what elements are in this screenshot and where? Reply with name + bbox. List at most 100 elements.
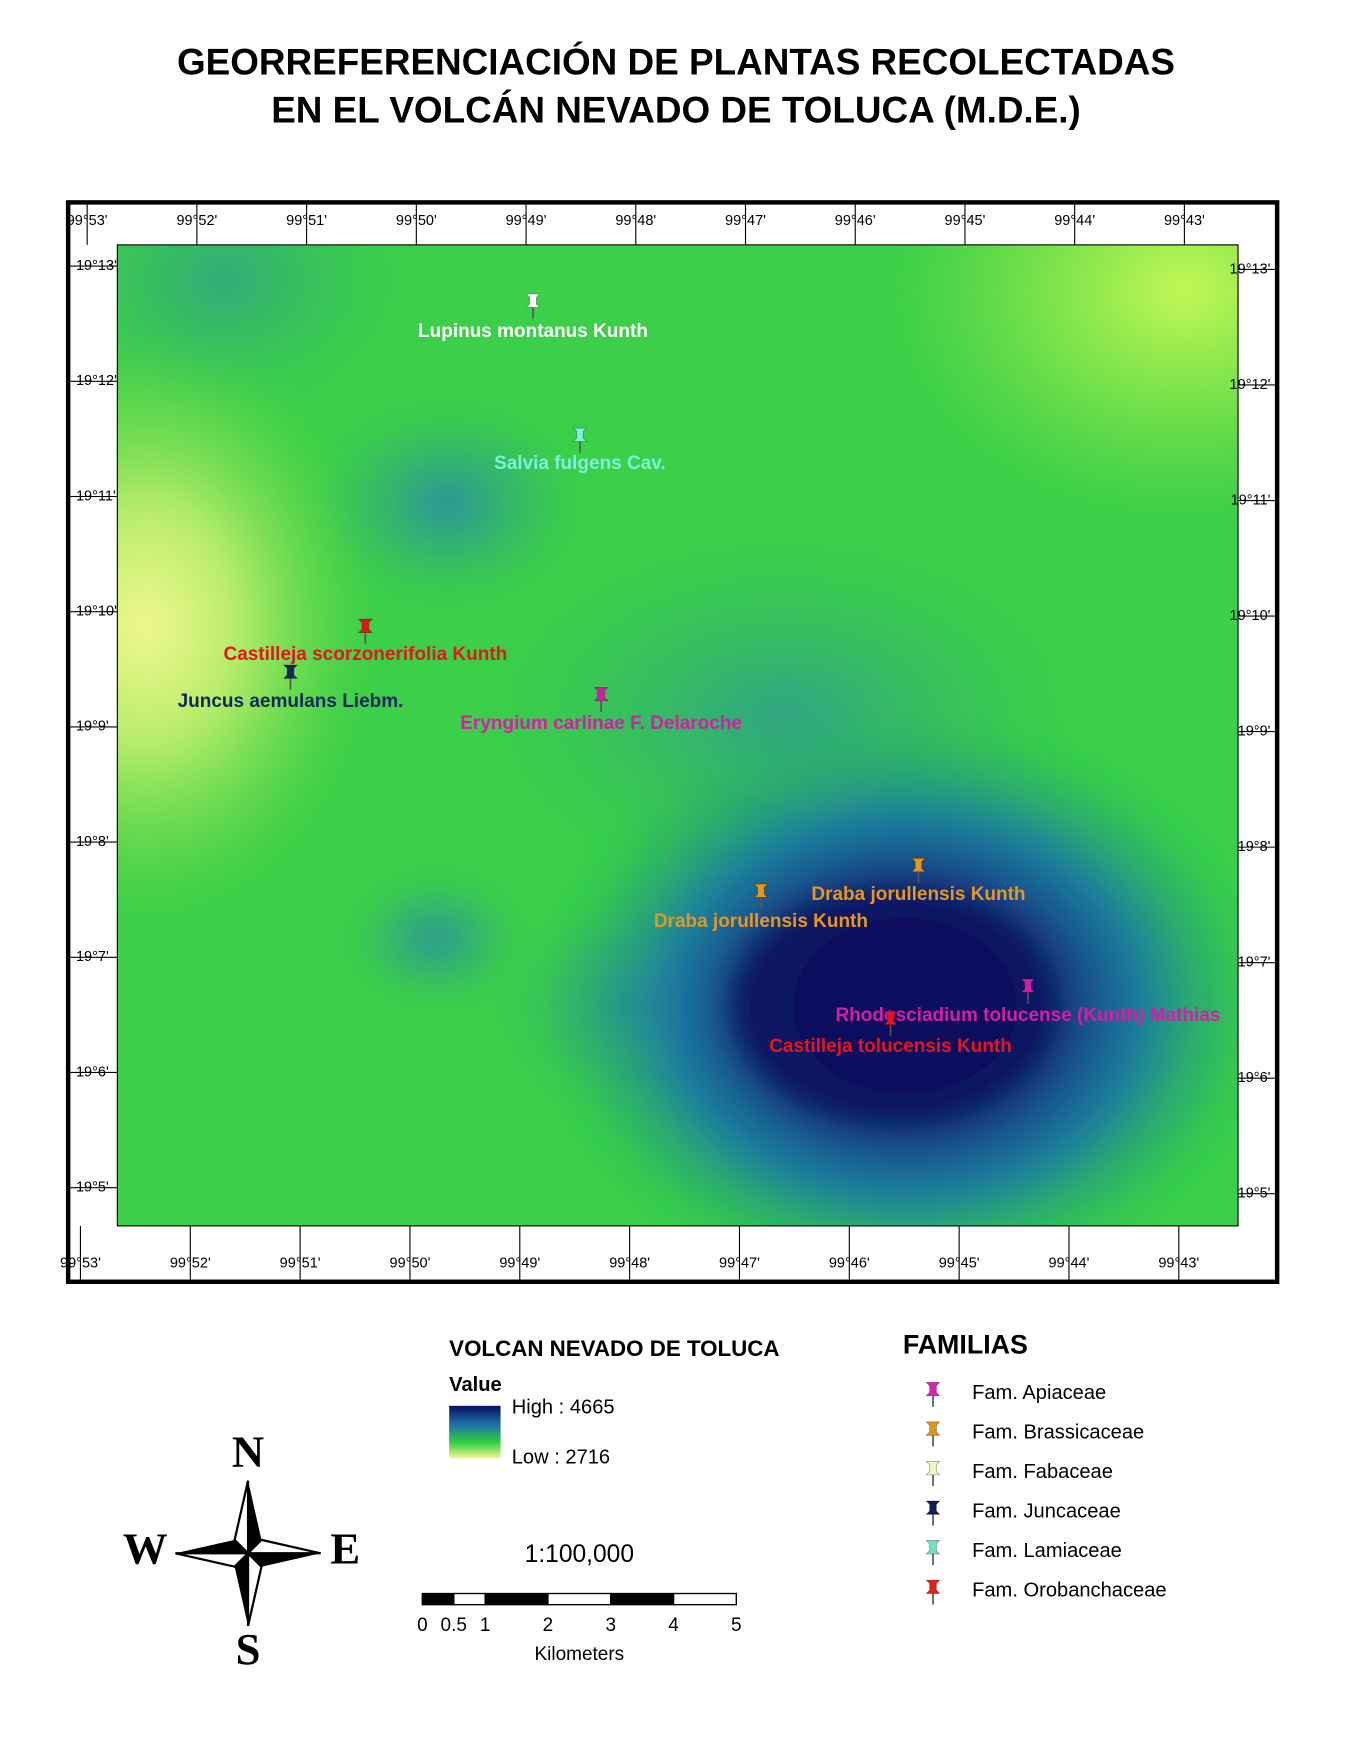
longitude-label: 99°45' — [945, 213, 986, 229]
pushpin — [925, 1421, 941, 1447]
families-title: FAMILIAS — [903, 1330, 1028, 1360]
longitude-label: 99°52' — [176, 213, 217, 229]
longitude-label: 99°43' — [1158, 1256, 1199, 1272]
longitude-label: 99°44' — [1054, 213, 1095, 229]
pin-head — [925, 1421, 941, 1436]
pushpin — [282, 664, 299, 690]
color-ramp — [449, 1405, 501, 1459]
scale-label: 1 — [480, 1615, 491, 1636]
family-label: Fam. Juncaceae — [972, 1500, 1121, 1522]
longitude-label: 99°44' — [1049, 1256, 1090, 1272]
family-label: Fam. Orobanchaceae — [972, 1580, 1167, 1602]
longitude-label: 99°46' — [829, 1256, 870, 1272]
pin-head — [282, 664, 299, 679]
scale-label: 5 — [731, 1615, 742, 1636]
latitude-label: 19°10' — [1230, 608, 1271, 624]
longitude-label: 99°50' — [390, 1256, 431, 1272]
scale-segment — [672, 1592, 738, 1606]
plant-label: Lupinus montanus Kunth — [418, 321, 648, 342]
longitude-label: 99°48' — [609, 1256, 650, 1272]
pin-head — [925, 1540, 941, 1555]
pin-head — [925, 1579, 941, 1594]
scale-segment — [421, 1592, 455, 1606]
latitude-label: 19°13' — [1230, 261, 1271, 277]
pushpin — [357, 618, 374, 644]
pushpin — [882, 1010, 899, 1036]
latitude-label: 19°9' — [76, 719, 109, 735]
latitude-label: 19°7' — [1238, 954, 1271, 970]
legend — [449, 1405, 501, 1459]
plant-label: Juncus aemulans Liebm. — [178, 691, 404, 712]
pin-head — [882, 1010, 899, 1026]
compass-w: W — [123, 1524, 168, 1574]
pushpin — [753, 883, 769, 909]
pushpin — [1020, 978, 1036, 1004]
plant-label: Castilleja scorzonerifolia Kunth — [223, 644, 507, 665]
scale-label: 3 — [605, 1615, 616, 1636]
pushpin — [572, 427, 588, 453]
latitude-label: 19°12' — [1230, 377, 1271, 393]
map-inner-border — [116, 244, 1239, 1227]
latitude-label: 19°12' — [76, 373, 117, 389]
longitude-label: 99°51' — [280, 1256, 321, 1272]
latitude-label: 19°8' — [1238, 839, 1271, 855]
pin-head — [925, 1461, 941, 1476]
pin-head — [910, 857, 927, 873]
legend-heading: Value — [449, 1374, 502, 1396]
compass-s: S — [236, 1624, 261, 1674]
latitude-label: 19°7' — [76, 949, 109, 965]
latitude-label: 19°10' — [76, 604, 117, 620]
pushpin — [925, 1500, 941, 1526]
scale-segment — [484, 1592, 549, 1606]
scale-ratio: 1:100,000 — [525, 1541, 634, 1568]
latitude-label: 19°5' — [76, 1180, 109, 1196]
plant-label: Draba jorullensis Kunth — [811, 884, 1025, 905]
family-label: Fam. Brassicaceae — [972, 1421, 1144, 1443]
legend-low: Low : 2716 — [512, 1447, 610, 1469]
elevation-raster — [117, 244, 1239, 1226]
pin-head — [357, 618, 374, 633]
latitude-label: 19°6' — [1238, 1070, 1271, 1086]
compass-rose — [175, 1480, 321, 1627]
longitude-label: 99°52' — [170, 1256, 211, 1272]
latitude-label: 19°6' — [76, 1064, 109, 1080]
longitude-label: 99°45' — [939, 1256, 980, 1272]
longitude-label: 99°46' — [835, 213, 876, 229]
pushpin — [925, 1461, 941, 1487]
longitude-label: 99°48' — [615, 213, 656, 229]
scale-segment — [610, 1592, 675, 1606]
compass-n: N — [232, 1426, 264, 1476]
scale-label: 4 — [668, 1615, 679, 1636]
longitude-label: 99°47' — [719, 1256, 760, 1272]
longitude-label: 99°50' — [396, 213, 437, 229]
pin-head — [925, 1500, 941, 1515]
latitude-label: 19°11' — [76, 488, 116, 504]
longitude-label: 99°43' — [1164, 213, 1205, 229]
pushpin — [910, 857, 927, 883]
scale-label: 0 — [417, 1615, 428, 1636]
legend-title: VOLCAN NEVADO DE TOLUCA — [449, 1336, 779, 1361]
pushpin — [525, 293, 541, 319]
pushpin — [925, 1579, 941, 1605]
family-label: Fam. Fabaceae — [972, 1461, 1113, 1483]
longitude-label: 99°49' — [499, 1256, 540, 1272]
longitude-label: 99°49' — [506, 213, 547, 229]
pushpin — [925, 1381, 941, 1407]
pin-head — [925, 1381, 941, 1397]
scale-segment — [453, 1592, 486, 1606]
latitude-label: 19°11' — [1231, 492, 1271, 508]
plant-label: Castilleja tolucensis Kunth — [769, 1036, 1012, 1057]
pin-head — [572, 427, 588, 442]
pin-head — [525, 293, 541, 308]
title-line: EN EL VOLCÁN NEVADO DE TOLUCA (M.D.E.) — [271, 90, 1081, 131]
pushpin — [593, 686, 609, 712]
latitude-label: 19°9' — [1238, 723, 1271, 739]
compass-e: E — [330, 1524, 360, 1574]
scale-segment — [547, 1592, 612, 1606]
pushpin — [925, 1540, 941, 1566]
latitude-label: 19°8' — [76, 834, 109, 850]
scale-unit: Kilometers — [535, 1644, 625, 1665]
scale-label: 2 — [543, 1615, 554, 1636]
plant-label: Draba jorullensis Kunth — [654, 911, 868, 932]
